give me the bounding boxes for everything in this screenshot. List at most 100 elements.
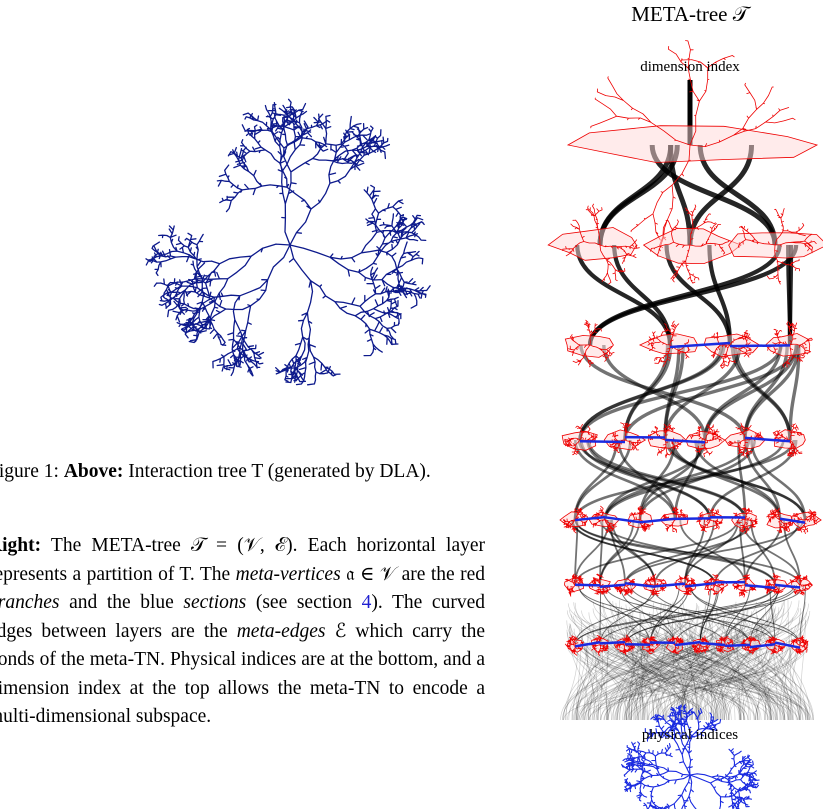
bond-edge [642,624,746,721]
bond-edge [681,609,749,721]
caption-segment: 𝔞 ∈ 𝒱 are the red [340,563,486,585]
branch [589,573,610,595]
bond-edge [581,610,786,721]
bond-edge [605,631,730,721]
bond-edge [657,609,670,721]
caption-segment: sections [183,592,247,613]
bond-edge [779,608,801,721]
bond-edge [677,621,753,721]
bond-edge [697,616,809,721]
bond-edge [659,615,708,721]
bond-edge [597,645,609,721]
caption-segment[interactable]: 4 [361,592,372,613]
bond-edge [677,644,785,721]
top-label: dimension index [640,59,740,75]
bond-edge [611,607,761,721]
bond-edge [653,621,759,721]
bond-edge [654,625,741,721]
meta-edge [606,519,656,586]
bond-edge [799,620,806,721]
bond-edge [592,614,675,721]
bond-edge [679,622,727,721]
branch-outline [642,227,742,265]
figure-title: META-tree 𝒯 [631,2,749,26]
meta-edge [603,439,751,521]
meta-edge [578,344,783,441]
bond-edge [573,615,698,721]
bond-edge [701,649,717,721]
bond-edge [713,630,736,721]
caption-right: Right: The META-tree 𝒯 = (𝒱, ℰ). Each ho… [0,532,485,732]
caption-segment: ℰ which carry the bonds of the meta-TN. … [0,620,485,728]
bond-edge [567,644,663,721]
bond-edge [665,648,731,721]
bond-edge [628,640,634,721]
bond-edge [606,608,736,721]
meta-edge [654,519,749,586]
meta-edge [604,584,776,646]
branch [766,507,794,534]
bond-edge [577,631,589,721]
meta-edge [573,439,796,521]
bond-edge [593,626,608,721]
bond-edge [611,619,788,721]
meta-edge [599,584,602,646]
bond-edge [740,647,760,721]
meta-edge [664,439,807,521]
bond-edge [573,612,807,721]
bond-edge [616,621,719,721]
bond-edge [575,643,581,721]
bond-edge [586,625,796,721]
bond-edge [616,637,711,721]
bond-edge [756,627,790,721]
branch [791,509,819,534]
meta-edge [769,584,776,646]
bond-edge [710,603,809,721]
bond-edge [627,626,774,721]
branch [790,635,809,655]
meta-edge [679,519,746,586]
bond-edge [612,601,712,721]
bond-edge [699,615,743,721]
bond-edge [728,644,758,721]
bond-edge [709,616,740,721]
branch [650,204,730,284]
bond-edge [630,619,677,721]
bond-edge [790,612,804,721]
bond-edge [566,620,639,721]
bond-edge [627,649,768,721]
bond-edge [609,627,659,721]
interaction-tree [145,98,431,386]
bond-edge [617,615,663,721]
bond-edge [672,616,675,721]
bond-edge [630,616,786,721]
bond-edge [587,621,679,721]
branch [609,422,642,453]
meta-edge [574,584,776,646]
bond-edge [687,625,809,721]
bond-edge [691,627,709,721]
caption-segment: meta-vertices [235,563,341,585]
bond-edge [637,605,733,721]
bond-edge [584,617,794,721]
bond-edge [735,647,810,721]
bond-edge [580,624,697,721]
bond-edge [691,647,789,721]
bond-edge [576,611,634,721]
bond-edge [719,646,793,721]
branch [765,636,786,655]
bond-edge [681,608,748,721]
bond-edge [586,646,598,721]
bond-edge [789,639,807,721]
bond-edge [598,637,808,721]
meta-edge [750,439,807,521]
bond-edge [649,612,688,721]
branch [687,424,722,458]
bond-edge [675,649,728,721]
bond-edge [716,607,780,721]
bond-edge [708,610,724,721]
branch [590,40,796,249]
caption-segment: ). The curved edges between layers are t… [0,592,485,642]
bond-edge [671,641,721,721]
bond-edge [628,625,641,721]
